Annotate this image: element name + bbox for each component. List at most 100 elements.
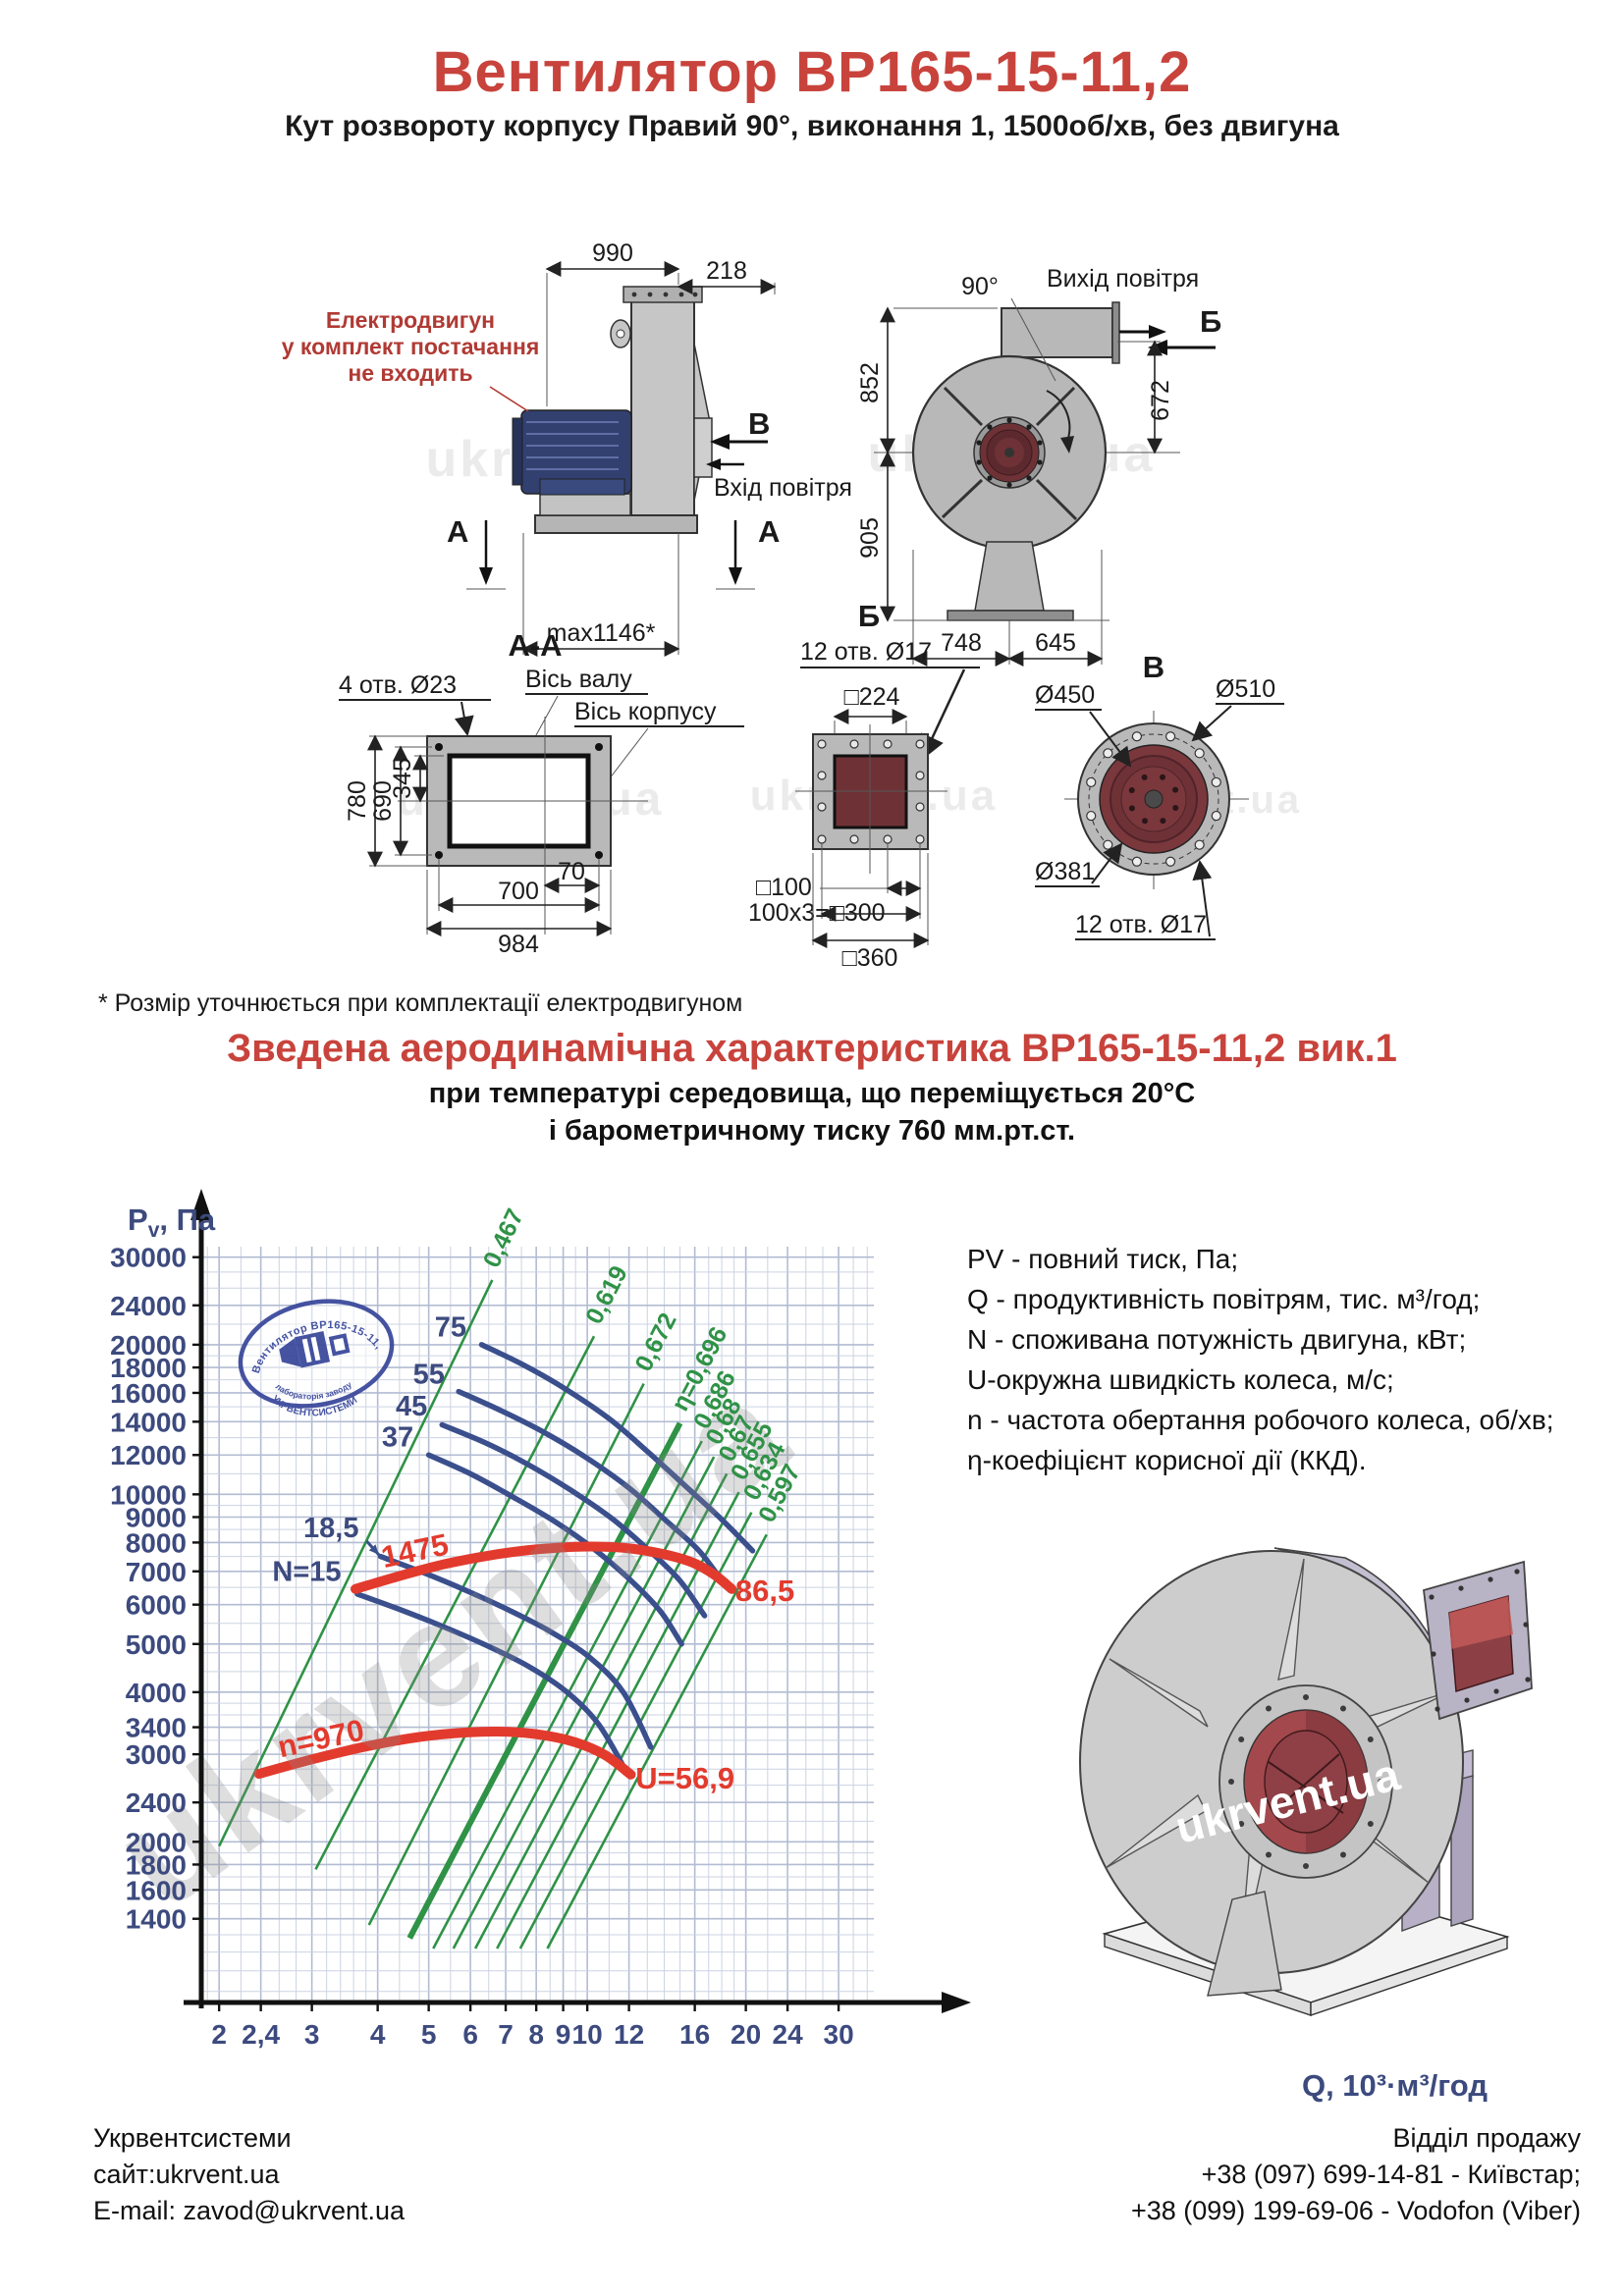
power-curve-37 [425, 1452, 684, 1647]
speed-curve-end-label: 86,5 [735, 1574, 794, 1608]
phone-2: +38 (099) 199-69-06 - Vodofon (Viber) [1130, 2196, 1581, 2225]
x-tick-label: 24 [773, 2019, 804, 2050]
dim-990: 990 [592, 240, 633, 267]
efficiency-line [314, 1335, 596, 1870]
front-view-labels: 90° Вихід повітря Б [961, 265, 1221, 355]
x-tick-label: 2 [211, 2019, 227, 2050]
svg-text:□224: □224 [844, 683, 900, 711]
dim-100: □100 [756, 874, 812, 901]
section-aa-labels: 4 отв. Ø23 Вісь валу Вісь корпусу [339, 666, 744, 804]
x-tick-label: 20 [731, 2019, 761, 2050]
x-tick-label: 7 [498, 2019, 514, 2050]
power-curve-75 [478, 1342, 756, 1554]
section-aa-title: А-А [508, 628, 562, 663]
legend-line: PV - повний тиск, Па; [967, 1244, 1239, 1274]
dim-700: 700 [498, 878, 539, 905]
y-axis-arrow-icon [190, 1189, 212, 1220]
power-curve-18,5 [377, 1553, 654, 1750]
speed-curve-n=970 [253, 1726, 636, 1780]
x-tick-label: 10 [572, 2019, 603, 2050]
chart-tick-labels: 3000024000200001800016000140001200010000… [110, 1243, 854, 2050]
aerodynamic-chart: Вентилятор ВР165-15-11,2 лабораторія зав… [85, 1189, 1488, 2103]
section-aa-drawing: ukrvent.ua А-А 4 отв. Ø23 Вісь валу Вісь… [339, 628, 744, 958]
speed-curves [253, 1541, 737, 1780]
efficiency-line [452, 1456, 716, 1949]
dim-345: 345 [389, 758, 416, 799]
x-axis-title: Q, 10³·м³/год [1302, 2068, 1488, 2103]
y-tick-label: 30000 [110, 1243, 187, 1273]
efficiency-line [217, 1279, 494, 1847]
arrow-v-icon [710, 434, 730, 450]
y-tick-label: 4000 [126, 1678, 187, 1708]
x-tick-label: 5 [421, 2019, 437, 2050]
scroll-front-silhouette [874, 297, 1180, 638]
x-tick-label: 8 [528, 2019, 544, 2050]
condition-line-1: при температурі середовища, що переміщує… [428, 1078, 1196, 1109]
speed-curve-end-label: U=56,9 [635, 1761, 734, 1795]
label-arrow-icon [368, 1544, 379, 1555]
flange-v-bolts [1086, 731, 1221, 867]
side-view-dimensions: 990 218 max1146* [521, 240, 777, 657]
outlet-bolts [1429, 1569, 1531, 1712]
dim-690: 690 [369, 780, 397, 822]
flange-v-title: В [1143, 650, 1164, 684]
y-tick-label: 3400 [126, 1713, 187, 1743]
section-aa-dimensions: 780 690 345 70 700 984 [344, 734, 613, 958]
motor-note-line3: не входить [348, 360, 472, 386]
efficiency-line [473, 1472, 729, 1949]
dim-984: 984 [498, 931, 539, 958]
y-tick-label: 16000 [110, 1378, 187, 1409]
dim-748: 748 [941, 629, 982, 657]
dim-780: 780 [344, 780, 371, 822]
dim-510: Ø510 [1216, 675, 1275, 703]
power-curve-label: 18,5 [303, 1513, 358, 1544]
arrow-air-in-icon [706, 458, 721, 470]
x-tick-label: 2,4 [242, 2019, 280, 2050]
y-tick-label: 10000 [110, 1479, 187, 1510]
x-tick-label: 16 [679, 2019, 710, 2050]
x-tick-label: 4 [370, 2019, 386, 2050]
speed-curve-1475 [351, 1541, 737, 1594]
legend-line: η-коефіцієнт корисної дії (ККД). [967, 1445, 1367, 1475]
flange-v-inner-bolts [1128, 774, 1179, 825]
y-tick-label: 20000 [110, 1330, 187, 1361]
page-subtitle: Кут розвороту корпусу Правий 90°, викона… [285, 110, 1339, 142]
dim-360: □360 [842, 944, 898, 972]
email: E-mail: zavod@ukrvent.ua [93, 2196, 406, 2225]
x-axis-arrow-icon [942, 1992, 971, 2013]
arrow-a-right-icon [729, 567, 742, 585]
dim-852: 852 [856, 362, 884, 403]
dim-300: 100x3=□300 [748, 899, 886, 927]
y-tick-label: 5000 [126, 1629, 187, 1660]
chart-legend: PV - повний тиск, Па; Q - продуктивність… [967, 1239, 1615, 1480]
legend-line: Q - продуктивність повітрям, тис. м³/год… [967, 1284, 1481, 1314]
y-tick-label: 12000 [110, 1440, 187, 1470]
y-tick-label: 8000 [126, 1527, 187, 1558]
arrow-a-left-icon [479, 567, 493, 585]
condition-line-2: і барометричному тиску 760 мм.рт.ст. [548, 1115, 1076, 1147]
power-curves [354, 1342, 756, 1776]
holes-label: 4 отв. Ø23 [339, 671, 457, 699]
drawing-footnote: * Розмір уточнюється при комплектації ел… [98, 989, 743, 1017]
electric-motor [512, 409, 632, 496]
y-tick-label: 18000 [110, 1353, 187, 1383]
legend-line: n - частота обертання робочого колеса, о… [967, 1405, 1554, 1435]
air-inlet-label: Вхід повітря [714, 474, 852, 502]
flange-b-dimensions: □100 100x3=□300 □360 [748, 843, 930, 972]
y-tick-label: 2400 [126, 1788, 187, 1818]
stamp-fan-icon [279, 1330, 351, 1368]
footer-company: Укрвентсистеми сайт:ukrvent.ua E-mail: z… [93, 2120, 405, 2229]
y-axis-title: Pv, Па [128, 1202, 216, 1242]
efficiency-lines [217, 1279, 768, 1949]
x-tick-label: 30 [824, 2019, 854, 2050]
dim-450: Ø450 [1035, 681, 1095, 709]
fan-3d-inlet [1218, 1684, 1393, 1879]
efficiency-label: 0,619 [580, 1261, 633, 1328]
legend-line: U-окружна швидкість колеса, м/с; [967, 1364, 1394, 1395]
flange-b-shape [795, 724, 947, 874]
view-label-v: В [748, 406, 770, 441]
efficiency-line [546, 1533, 768, 1949]
x-tick-label: 3 [304, 2019, 320, 2050]
motor-note-line1: Електродвигун [326, 307, 495, 333]
y-tick-label: 1600 [126, 1875, 187, 1905]
